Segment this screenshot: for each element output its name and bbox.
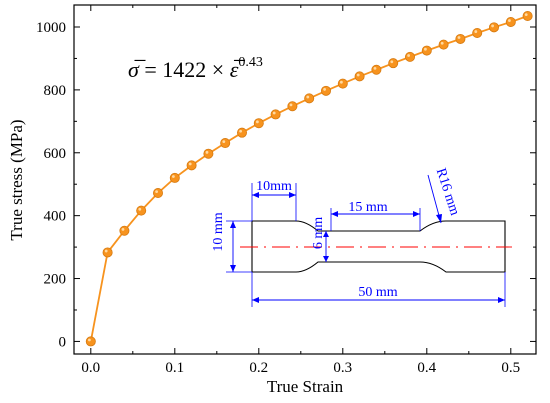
data-point bbox=[371, 64, 382, 75]
data-point-highlight bbox=[340, 80, 343, 84]
equation-exponent: 0.43 bbox=[238, 55, 263, 70]
x-tick-label: 0.3 bbox=[333, 360, 352, 376]
data-point bbox=[354, 71, 365, 82]
data-point bbox=[102, 247, 113, 258]
plot-frame bbox=[73, 4, 537, 355]
x-tick-label: 0.5 bbox=[501, 360, 520, 376]
y-tick-label: 1000 bbox=[36, 20, 66, 36]
y-tick-label: 600 bbox=[44, 146, 67, 162]
data-point bbox=[505, 16, 516, 27]
data-point-highlight bbox=[424, 47, 427, 51]
data-point bbox=[287, 101, 298, 112]
data-point-highlight bbox=[407, 54, 410, 57]
data-point-highlight bbox=[104, 249, 108, 253]
data-point bbox=[421, 45, 432, 56]
data-point bbox=[136, 205, 147, 216]
total-length-label: 50 mm bbox=[358, 285, 397, 300]
gauge-length-arrow-right bbox=[413, 211, 420, 217]
data-point-highlight bbox=[323, 88, 326, 91]
data-point bbox=[472, 27, 483, 38]
grip-length-label: 10mm bbox=[256, 179, 292, 194]
data-point-highlight bbox=[188, 162, 192, 166]
data-point-highlight bbox=[508, 19, 511, 22]
y-axis-label: True stress (MPa) bbox=[7, 119, 26, 240]
radius-arrow bbox=[436, 214, 442, 223]
data-point bbox=[522, 11, 533, 22]
data-point-highlight bbox=[172, 175, 175, 178]
data-points bbox=[85, 11, 533, 347]
data-point-highlight bbox=[88, 338, 91, 342]
data-point bbox=[186, 160, 197, 171]
data-point bbox=[236, 127, 247, 138]
specimen-diagram: 10mm 15 mm R16 mm 10 mm 6 mm 50 mm bbox=[211, 166, 512, 307]
y-tick-label: 0 bbox=[59, 334, 67, 350]
gauge-width-arrow-top bbox=[323, 231, 329, 237]
data-point-highlight bbox=[239, 129, 243, 133]
data-point bbox=[404, 51, 415, 62]
data-point-highlight bbox=[356, 73, 360, 77]
data-point-highlight bbox=[121, 227, 125, 231]
data-point bbox=[85, 336, 96, 347]
data-point-highlight bbox=[272, 111, 276, 115]
y-tick-label: 200 bbox=[44, 272, 67, 288]
y-tick-label: 800 bbox=[44, 83, 67, 99]
width-arrow-bottom bbox=[230, 265, 236, 272]
total-length-arrow-right bbox=[498, 297, 505, 303]
gauge-length-label: 15 mm bbox=[348, 200, 387, 215]
equation-annotation: σ̅ = 1422 × ε̅0.43 bbox=[128, 55, 263, 82]
data-point bbox=[388, 58, 399, 69]
axis-ticks bbox=[74, 5, 536, 354]
width-arrow-top bbox=[230, 221, 236, 228]
data-point-highlight bbox=[390, 60, 394, 64]
grip-length-arrow-right bbox=[289, 192, 296, 198]
total-length-arrow-left bbox=[252, 297, 259, 303]
specimen-outline bbox=[251, 220, 506, 273]
width-label: 10 mm bbox=[211, 212, 226, 251]
data-point bbox=[169, 172, 180, 183]
axis-tick-labels: 0.0 0.1 0.2 0.3 0.4 0.5 0 200 400 600 800 1000 bbox=[36, 20, 520, 376]
data-point-highlight bbox=[155, 190, 159, 194]
data-point bbox=[119, 225, 130, 236]
x-tick-label: 0.4 bbox=[417, 360, 436, 376]
grip-length-arrow-left bbox=[252, 192, 259, 198]
data-point bbox=[253, 118, 264, 129]
data-point-highlight bbox=[138, 207, 142, 211]
data-point-highlight bbox=[474, 30, 478, 33]
x-tick-label: 0.2 bbox=[249, 360, 268, 376]
data-point-highlight bbox=[524, 13, 528, 17]
gauge-width-arrow-bottom bbox=[323, 256, 329, 262]
data-point bbox=[337, 78, 348, 89]
x-tick-label: 0.0 bbox=[81, 360, 100, 376]
y-tick-label: 400 bbox=[44, 209, 67, 225]
data-point bbox=[438, 39, 449, 50]
data-point-highlight bbox=[373, 66, 377, 70]
data-point bbox=[152, 188, 163, 199]
data-point-highlight bbox=[222, 140, 226, 144]
x-tick-label: 0.1 bbox=[165, 360, 184, 376]
data-point bbox=[220, 138, 231, 149]
data-point bbox=[304, 93, 315, 104]
gauge-width-label: 6 mm bbox=[311, 217, 326, 249]
data-point-highlight bbox=[256, 120, 259, 124]
equation-middle: = 1422 × bbox=[139, 57, 230, 82]
data-point-highlight bbox=[491, 24, 494, 28]
data-point bbox=[270, 109, 281, 120]
data-point-highlight bbox=[289, 103, 293, 107]
data-point bbox=[320, 85, 331, 96]
data-point bbox=[488, 22, 499, 33]
data-point bbox=[203, 148, 214, 159]
data-point-highlight bbox=[457, 36, 461, 39]
data-point-highlight bbox=[440, 41, 444, 45]
data-point bbox=[455, 33, 466, 44]
data-point-highlight bbox=[306, 95, 310, 99]
data-point-highlight bbox=[205, 150, 209, 154]
x-axis-label: True Strain bbox=[267, 377, 344, 396]
gauge-length-arrow-left bbox=[331, 211, 338, 217]
